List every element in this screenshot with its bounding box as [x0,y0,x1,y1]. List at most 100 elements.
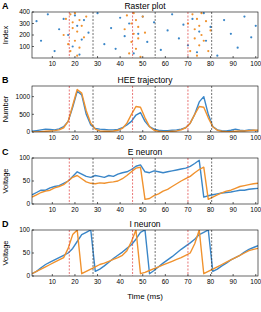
x-tick-label: 40 [117,60,125,67]
plot-area [32,230,258,276]
spike [142,16,144,18]
x-tick [120,202,121,204]
spike [76,25,78,27]
marker-line [155,12,156,58]
spike [189,50,191,52]
marker-line [69,230,70,276]
panel-label: D [2,219,9,229]
spike [230,33,232,35]
x-tick-label: 60 [162,134,170,141]
y-tick-label: 100 [19,43,30,50]
spike [198,30,200,32]
x-tick-label: 30 [94,278,102,285]
x-tick-label: 60 [162,278,170,285]
x-tick-label: 50 [139,278,147,285]
spike [47,13,49,15]
x-tick-label: 10 [49,134,57,141]
spike [78,19,80,21]
spike [81,25,83,27]
marker-line [132,158,133,204]
spike [203,12,205,14]
spike [103,43,105,45]
spike [194,37,196,39]
spike [142,16,144,18]
spike [198,25,200,27]
spike [78,47,80,49]
marker-line [93,86,94,132]
x-tick-label: 80 [207,60,215,67]
spike [119,17,121,19]
marker-line [187,12,188,58]
spike [124,35,126,37]
spike [182,24,184,26]
marker-line [187,158,188,204]
spike [200,12,202,14]
spike [144,32,146,34]
spike [133,12,135,14]
marker-line [69,158,70,204]
panel-label: B [2,75,9,85]
spike [191,18,193,20]
x-tick-label: 20 [71,60,79,67]
spike [191,13,193,15]
spike [139,56,141,58]
y-tick-label: 500 [19,111,30,118]
x-tick-label: 100 [250,134,261,141]
spike [74,40,76,42]
spike [209,29,211,31]
figure: A Raster plot Index 10 20 30 40 50 60 70 80 90 100 10… [0,0,261,312]
spike [65,18,67,20]
line [32,230,258,274]
y-label: Index [1,26,10,45]
spike [115,48,117,50]
spike [74,14,76,16]
spike [124,28,126,30]
spike [146,41,148,43]
spike [194,28,196,30]
panel: CE neuronVoltage102030405060708090100050… [1,147,261,213]
spike [58,28,60,30]
x-tick-label: 50 [139,206,147,213]
title: I neuron [129,219,160,229]
marker-line [93,158,94,204]
panel-label: A [2,1,9,11]
frame [32,230,258,276]
x-tick-label: 70 [184,134,192,141]
spike [63,18,65,20]
x-tick [255,202,256,204]
y-label: Voltage [1,240,10,265]
x-tick-label: 60 [162,60,170,67]
frame [32,158,258,204]
spike [76,30,78,32]
spike [198,44,200,46]
marker-line [211,12,212,58]
frame [32,86,258,132]
spike [216,55,218,57]
title: Raster plot [124,1,166,11]
marker-line [155,158,156,204]
spike [255,25,257,27]
x-tick-label: 30 [94,60,102,67]
spike [205,20,207,22]
marker-line [187,86,188,132]
y-label: Voltage [1,168,10,193]
x-tick [142,202,143,204]
x-tick-label: 20 [71,206,79,213]
x-tick-label: 80 [207,206,215,213]
spike [87,32,89,34]
spike [63,34,65,36]
spike [205,40,207,42]
x-tick-label: 50 [139,134,147,141]
x-tick-label: 90 [230,278,238,285]
marker-line [211,158,212,204]
panel: BHEE trajectoryNumber1020304050607080901… [1,75,261,141]
spike [167,29,169,31]
spike [203,40,205,42]
marker-line [132,230,133,276]
marker-line [211,86,212,132]
marker-line [93,12,94,58]
spike [171,13,173,15]
spike [207,50,209,52]
plot-area [32,158,258,204]
spike [35,20,37,22]
